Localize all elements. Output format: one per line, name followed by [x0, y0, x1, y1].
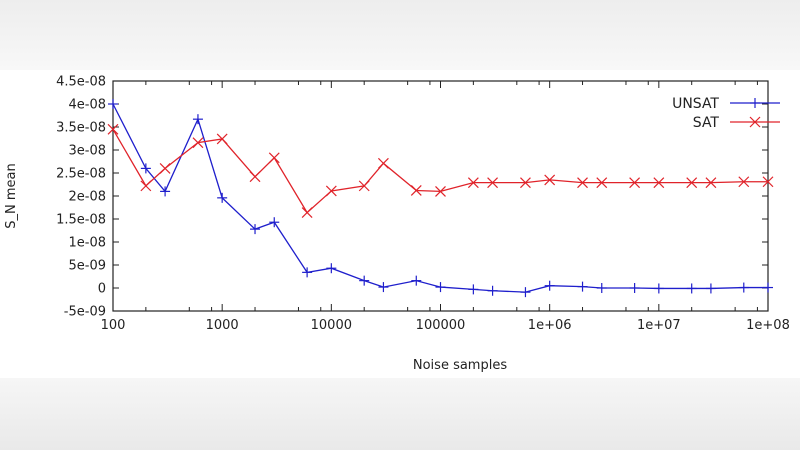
y-tick-label: 4.5e-08	[56, 75, 106, 90]
data-point-marker	[249, 171, 261, 183]
series-sat	[107, 123, 774, 218]
y-tick-label: 0	[98, 282, 106, 297]
data-point-marker	[686, 177, 698, 189]
data-point-marker	[301, 207, 313, 218]
data-point-marker	[107, 123, 119, 135]
data-point-marker	[358, 180, 370, 192]
data-point-marker	[629, 177, 641, 189]
legend-entry-unsat: UNSAT	[672, 96, 780, 112]
y-tick-label: 2.5e-08	[56, 167, 106, 182]
blurred-background-bottom	[0, 378, 800, 450]
data-point-marker	[544, 174, 556, 186]
data-point-marker	[410, 185, 422, 196]
data-point-marker	[159, 162, 171, 174]
x-axis-title: Noise samples	[413, 358, 507, 373]
data-point-marker	[596, 177, 608, 189]
data-point-marker	[268, 152, 280, 164]
x-tick-label: 1e+06	[528, 318, 572, 333]
y-tick-label: -5e-09	[64, 305, 106, 320]
y-tick-label: 1.5e-08	[56, 213, 106, 228]
data-point-marker	[325, 185, 337, 197]
y-axis-title: S_N mean	[4, 163, 19, 228]
chart-legend: UNSAT SAT	[672, 96, 780, 131]
series-line	[112, 128, 768, 214]
x-tick-label: 10000	[311, 318, 352, 333]
data-point-marker	[653, 177, 665, 189]
data-point-marker	[738, 176, 750, 188]
series-line	[112, 103, 768, 293]
x-tick-label: 100	[101, 318, 126, 333]
x-tick-label: 100000	[416, 318, 466, 333]
data-point-marker	[762, 176, 774, 188]
legend-entry-sat: SAT	[693, 115, 780, 131]
x-tick-label: 1e+08	[746, 318, 790, 333]
y-tick-label: 1e-08	[68, 236, 106, 251]
data-point-marker	[467, 177, 479, 189]
chart-axes: 4.5e-08 4e-08 3.5e-08 3e-08 2.5e-08 2e-08 1.5e…	[56, 75, 790, 334]
x-tick-label: 1000	[206, 318, 239, 333]
y-tick-label: 5e-09	[68, 259, 106, 274]
y-tick-label: 3e-08	[68, 144, 106, 159]
data-point-marker	[705, 177, 717, 189]
data-point-marker	[520, 177, 531, 189]
data-point-marker	[192, 137, 204, 149]
y-tick-label: 4e-08	[68, 98, 106, 113]
data-point-marker	[577, 177, 588, 189]
data-point-marker	[377, 157, 389, 169]
series-unsat	[108, 99, 773, 298]
blurred-background-top	[0, 0, 800, 70]
y-tick-label: 3.5e-08	[56, 121, 106, 136]
chart-panel	[0, 70, 800, 378]
legend-label: UNSAT	[672, 96, 719, 112]
legend-label: SAT	[693, 115, 720, 131]
legend-marker	[749, 116, 761, 128]
data-point-marker	[435, 185, 446, 197]
data-point-marker	[216, 133, 228, 145]
x-tick-label: 1e+07	[637, 318, 681, 333]
data-point-marker	[487, 177, 499, 189]
chart-series	[107, 99, 774, 298]
y-tick-label: 2e-08	[68, 190, 106, 205]
plot-frame	[112, 80, 769, 312]
data-point-marker	[140, 180, 152, 192]
